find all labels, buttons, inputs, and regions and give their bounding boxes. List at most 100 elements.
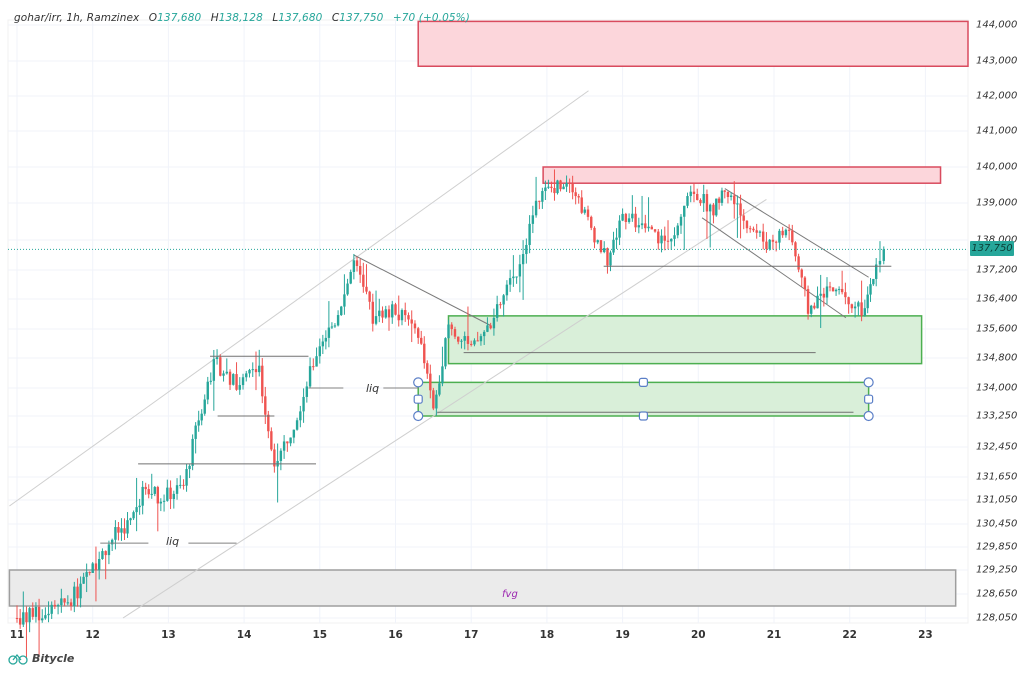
candle-body (292, 429, 296, 438)
candle-body (486, 325, 489, 332)
candle-body (673, 235, 676, 239)
brand-logo: Bitycle (8, 652, 74, 665)
candle-body (666, 240, 670, 242)
fvg-label[interactable]: fvg (502, 589, 518, 600)
candle-body (538, 200, 541, 202)
candle-body (603, 248, 606, 253)
change-value: +70 (+0.05%) (392, 12, 470, 24)
candle-body (606, 248, 609, 266)
candle-body (318, 346, 321, 357)
candle-body (742, 215, 745, 221)
candle-body (444, 338, 447, 367)
candle-body (612, 239, 615, 253)
candle-body (562, 186, 565, 190)
candle-body (699, 199, 702, 204)
trend-line[interactable] (353, 254, 491, 326)
candle-body (534, 200, 538, 216)
liq-label-1[interactable]: liq (166, 535, 180, 548)
resize-handle-edge[interactable] (638, 377, 649, 387)
candle-body (470, 343, 473, 345)
candle-body (676, 225, 679, 236)
resize-handle-edge[interactable] (638, 411, 649, 421)
candle-body (368, 291, 371, 302)
candle-body (41, 618, 44, 621)
candle-body (803, 277, 807, 290)
candle-body (44, 615, 47, 619)
candle-body (69, 602, 73, 606)
candle-body (495, 304, 499, 318)
high-value: 138,128 (218, 12, 263, 24)
date-tick-label: 17 (463, 629, 479, 641)
trend-line[interactable] (9, 90, 589, 507)
candle-body (683, 205, 686, 217)
open-value: 137,680 (157, 12, 202, 24)
candle-body (705, 194, 709, 212)
candle-body (547, 186, 550, 188)
candle-body (715, 198, 718, 216)
candle-body (365, 286, 368, 292)
resize-handle-corner[interactable] (863, 410, 874, 422)
candle-body (476, 340, 479, 342)
candle-body (860, 302, 863, 316)
candle-body (580, 197, 583, 213)
date-tick-label: 23 (918, 629, 933, 641)
trend-line[interactable] (724, 188, 869, 278)
trend-line[interactable] (122, 198, 767, 619)
candle-body (708, 204, 712, 212)
candle-body (397, 314, 400, 321)
candle-body (258, 365, 261, 373)
candle-body (729, 195, 733, 197)
candle-body (270, 431, 273, 450)
date-tick-label: 14 (236, 629, 252, 641)
candle-body (241, 377, 245, 386)
date-tick-label: 12 (85, 629, 100, 641)
candle-body (631, 213, 634, 219)
candle-body (394, 304, 397, 315)
price-tick-label: 128,650 (976, 588, 1018, 600)
candle-body (450, 324, 453, 330)
candle-body (85, 572, 88, 577)
supply-zone[interactable] (417, 20, 969, 67)
candle-body (188, 465, 191, 470)
trend-line[interactable] (701, 217, 847, 319)
resize-handle-edge[interactable] (864, 394, 874, 404)
candle-body (324, 337, 328, 342)
candle-body (53, 604, 57, 607)
supply-zone[interactable] (542, 166, 942, 184)
candle-body (82, 576, 85, 584)
candle-body (531, 215, 535, 224)
candle-body (723, 190, 726, 192)
candle-body (874, 264, 878, 279)
candle-body (758, 231, 762, 233)
resize-handle-edge[interactable] (413, 394, 423, 404)
demand-zone[interactable] (417, 381, 870, 417)
candle-body (73, 586, 76, 606)
candle-body (834, 289, 838, 292)
candle-body (203, 399, 206, 414)
candle-body (692, 191, 696, 194)
candle-body (358, 266, 362, 275)
price-tick-label: 133,250 (976, 410, 1018, 422)
candle-body (528, 223, 531, 245)
liq-label-2[interactable]: liq (366, 382, 380, 395)
candle-body (712, 204, 715, 216)
candle-body (647, 226, 650, 229)
candle-body (847, 297, 850, 305)
resize-handle-corner[interactable] (413, 410, 424, 422)
price-tick-label: 140,000 (976, 161, 1018, 173)
candle-body (670, 238, 673, 242)
resize-handle-corner[interactable] (413, 377, 424, 388)
date-tick-label: 20 (690, 629, 706, 641)
price-tick-label: 136,400 (976, 293, 1018, 305)
candle-body (371, 301, 374, 324)
candle-body (289, 437, 292, 444)
price-tick-label: 135,600 (976, 323, 1018, 335)
candle-body (806, 289, 810, 314)
date-tick-label: 19 (615, 629, 630, 641)
demand-zone[interactable] (447, 315, 923, 365)
fvg-zone[interactable] (8, 569, 957, 607)
resize-handle-corner[interactable] (863, 377, 874, 388)
candle-body (844, 292, 847, 298)
